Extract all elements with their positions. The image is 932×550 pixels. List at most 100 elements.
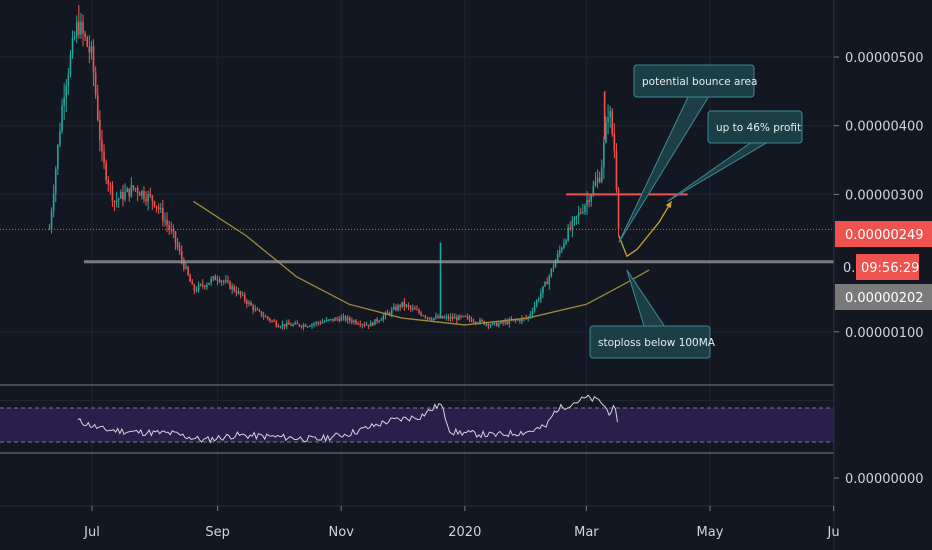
candle-body-195: [458, 315, 460, 321]
candle-body-140: [342, 316, 345, 318]
candle-body-179: [424, 315, 427, 318]
candle-body-126: [313, 323, 315, 325]
candle-body-30: [111, 184, 114, 202]
candle-body-244: [561, 248, 563, 251]
candle-body-116: [292, 324, 294, 326]
annotation-stoploss-below-100ma[interactable]: stoploss below 100MA: [589, 269, 716, 359]
candle-body-84: [225, 280, 227, 282]
oscillator-pane[interactable]: [0, 394, 834, 444]
candle-body-113: [285, 322, 288, 327]
candle-body-79: [214, 276, 217, 281]
candle-body-110: [279, 326, 282, 328]
candle-body-14: [78, 21, 80, 35]
candle-body-2: [52, 193, 55, 212]
candle-body-26: [103, 151, 105, 164]
candle-body-106: [271, 320, 273, 322]
candle-body-90: [237, 291, 240, 294]
candle-body-187: [441, 316, 443, 319]
candle-body-115: [290, 324, 292, 326]
candle-body-239: [550, 268, 553, 276]
candle-body-249: [571, 219, 574, 229]
candle-body-164: [393, 306, 395, 310]
candle-body-158: [380, 319, 383, 321]
candle-body-50: [153, 201, 156, 207]
candle-body-185: [437, 316, 439, 319]
oscillator-line: [77, 394, 619, 444]
projection-arrow[interactable]: [618, 200, 673, 258]
candle-body-196: [460, 315, 462, 317]
last-price-tag: 0.00000249: [835, 221, 932, 247]
candle-body-190: [447, 316, 450, 319]
candle-body-102: [262, 315, 265, 317]
candle-body-62: [178, 247, 181, 252]
annotation-text-2: stoploss below 100MA: [598, 337, 716, 349]
candle-body-121: [302, 324, 305, 327]
price-tick-label-2: 0.00000300: [845, 188, 924, 203]
candle-body-65: [185, 266, 187, 269]
candle-body-69: [193, 284, 196, 291]
price-axis[interactable]: 0.00000500 0.00000400 0.00000300 0.00000100…: [834, 51, 924, 487]
time-axis[interactable]: Jul Sep Nov 2020 Mar May Ju: [83, 506, 840, 540]
last-price-label: 0.00000249: [845, 228, 924, 243]
candle-body-254: [582, 211, 584, 213]
candle-body-199: [466, 316, 469, 318]
candle-body-95: [248, 302, 250, 304]
candle-body-208: [485, 323, 488, 325]
candle-body-134: [330, 318, 332, 320]
candle-body-242: [556, 253, 559, 261]
candle-body-157: [378, 320, 380, 322]
candle-body-257: [588, 199, 590, 202]
candle-body-154: [372, 322, 374, 326]
candle-body-107: [273, 320, 275, 322]
candle-body-6: [61, 105, 63, 132]
candle-body-24: [99, 119, 101, 141]
projection-arrow-head: [665, 201, 672, 209]
candle-body-89: [235, 290, 238, 294]
candle-body-200: [468, 316, 471, 320]
candle-body-128: [317, 322, 320, 324]
candle-body-64: [183, 259, 185, 269]
candle-body-135: [332, 318, 334, 321]
ma-price-label: 0.00000202: [845, 291, 924, 306]
candle-body-66: [187, 266, 189, 275]
candle-body-216: [502, 321, 504, 323]
candle-body-54: [162, 207, 164, 221]
candle-body-261: [596, 177, 599, 182]
candle-body-39: [130, 185, 133, 197]
candle-body-56: [166, 220, 168, 225]
time-tick-label-5: May: [697, 525, 724, 540]
candle-body-3: [54, 168, 57, 194]
candle-body-145: [353, 320, 355, 323]
candle-body-217: [504, 321, 506, 323]
candle-body-209: [487, 323, 490, 327]
time-tick-label-4: Mar: [574, 525, 599, 540]
candle-body-180: [426, 317, 429, 319]
candle-body-170: [405, 304, 408, 307]
annotations[interactable]: potential bounce area up to 46% profit sto…: [589, 64, 803, 359]
candle-body-70: [195, 290, 198, 292]
candle-body-33: [117, 198, 120, 201]
candle-body-27: [105, 163, 107, 181]
annotation-potential-bounce-area[interactable]: potential bounce area: [618, 64, 758, 243]
candle-body-268: [611, 111, 614, 134]
candle-body-138: [338, 318, 341, 321]
annotation-text-0: potential bounce area: [642, 76, 757, 88]
candle-body-32: [115, 200, 118, 202]
candle-body-256: [586, 199, 588, 206]
candle-body-35: [122, 191, 124, 200]
candle-body-212: [493, 322, 496, 324]
candle-body-146: [355, 320, 357, 324]
candle-body-230: [531, 311, 534, 315]
main-pane[interactable]: potential bounce area up to 46% profit sto…: [0, 5, 834, 359]
candle-body-0: [48, 228, 51, 230]
candle-body-159: [382, 315, 385, 320]
candle-body-263: [600, 167, 603, 182]
candle-body-93: [243, 294, 246, 301]
candle-body-265: [605, 122, 607, 143]
candle-body-122: [304, 324, 307, 327]
candle-body-169: [403, 301, 406, 307]
candle-body-53: [159, 207, 162, 210]
annotation-up-to-46-profit[interactable]: up to 46% profit: [667, 110, 803, 202]
candle-body-5: [59, 131, 61, 145]
